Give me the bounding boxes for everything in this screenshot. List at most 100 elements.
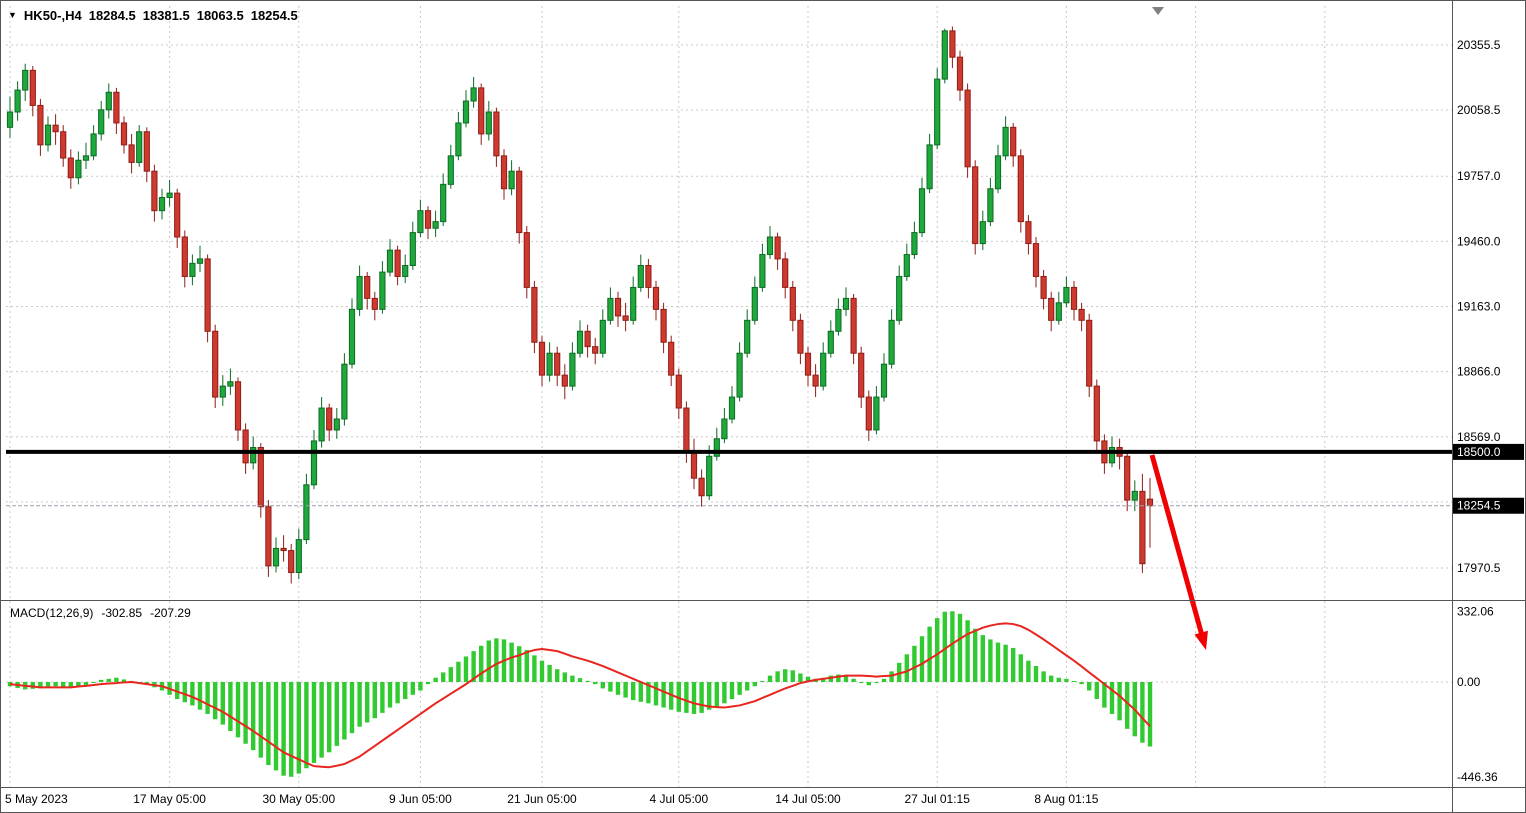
macd-bar [182,682,187,703]
macd-bar [403,682,408,700]
candle [44,124,52,146]
candle [326,407,333,431]
macd-bar [425,682,431,685]
candle [554,352,561,376]
macd-bar [729,682,735,700]
macd-bar [266,682,271,766]
macd-bar [714,682,719,707]
candle [713,438,720,457]
candle [120,122,128,146]
price-axis-label: 20355.5 [1457,38,1501,52]
time-axis-label: 14 Jul 05:00 [775,792,841,806]
time-axis-label: 27 Jul 01:15 [905,792,971,806]
candle [318,407,325,442]
candle [257,447,264,508]
trend-arrow-head[interactable] [1194,630,1208,650]
macd-bar [646,682,651,704]
candle [500,155,508,190]
macd-bar [745,682,750,691]
candle [637,264,644,288]
macd-bar [281,682,286,776]
macd-bar [220,682,225,725]
candle [288,550,295,574]
macd-bar [965,620,970,682]
macd-bar [904,654,909,682]
candle [462,100,470,124]
macd-bar [1087,682,1092,691]
macd-bar [828,675,833,682]
macd-bar [479,645,484,682]
macd-bar [912,645,917,682]
macd-bar [547,664,552,682]
macd-bar [707,682,712,710]
candle [113,91,120,124]
candle [379,271,386,310]
candle [797,319,804,354]
macd-bar [631,682,636,701]
macd-main-value: -302.85 [101,606,143,620]
candle [6,111,14,128]
candle [630,286,637,321]
candle [1040,275,1047,299]
macd-bar [83,682,89,686]
candle [22,69,29,91]
macd-bar [684,682,689,713]
macd-bar [760,680,765,682]
candle [592,346,599,354]
candle [766,236,774,256]
scroll-to-end-icon[interactable] [1152,7,1164,15]
macd-bar [988,639,993,682]
macd-bar [927,626,932,682]
candle [181,236,188,277]
ohlc-toggle-icon[interactable]: ▼ [8,10,17,20]
candle [1010,126,1017,157]
candle [295,539,302,574]
candle [1131,490,1138,501]
ohlc-close: 18254.5 [250,8,298,23]
macd-bar [897,662,902,682]
price-tag-18500 [1453,443,1524,460]
candle [622,315,629,321]
candle [485,111,492,135]
macd-bar [919,636,925,682]
macd-bar [433,677,438,682]
macd-bar [752,682,757,687]
price-axis-label: 17970.5 [1457,561,1501,575]
candle [820,352,827,387]
macd-bar [555,669,560,682]
macd-bar [889,671,894,682]
macd-bar [767,675,773,682]
candle [470,87,477,102]
macd-bar [372,682,377,719]
candle [348,308,356,365]
candle [508,170,515,190]
macd-bar [61,682,66,687]
candle [234,381,242,431]
candle [136,131,143,163]
macd-bar [691,682,697,714]
candle [728,396,736,420]
candle [227,381,234,387]
candle [1032,243,1040,277]
macd-bar [775,671,780,682]
macd-bar [1064,678,1069,682]
candle [584,330,591,348]
ohlc-open: 18284.5 [88,8,136,23]
trend-arrow[interactable] [1149,454,1206,640]
candle [987,188,994,223]
candle [424,210,432,229]
candle [212,330,219,398]
macd-bar [509,642,514,682]
macd-bar [327,682,332,753]
macd-bar [76,682,81,687]
candle [189,262,196,277]
candle [736,352,743,398]
candle [660,308,667,343]
macd-bar [615,682,621,695]
ohlc-high: 18381.5 [142,8,190,23]
candle [865,396,872,431]
candle [105,91,112,111]
candle [827,330,834,354]
macd-bar [311,682,317,763]
